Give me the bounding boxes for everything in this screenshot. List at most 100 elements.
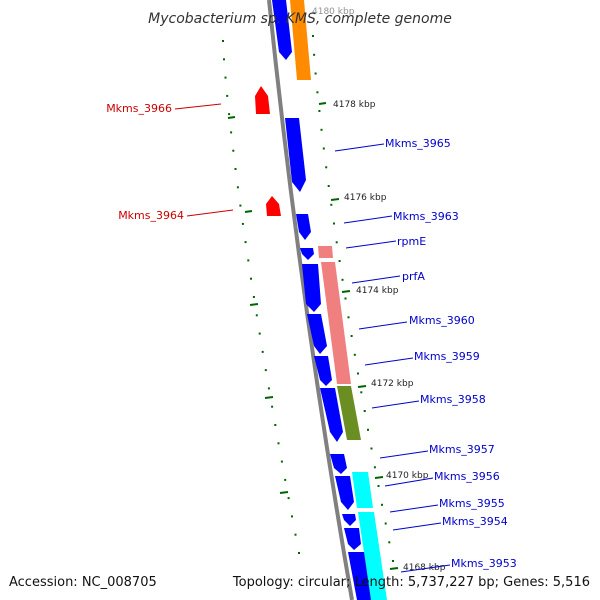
guide-dot <box>312 35 314 37</box>
leader-line <box>392 522 442 531</box>
guide-dot <box>291 515 293 518</box>
guide-dot <box>244 241 247 244</box>
leader-line <box>364 357 414 366</box>
tick-mark <box>264 396 274 399</box>
tick-label-4178: 4178 kbp <box>333 100 376 110</box>
cds-arrow <box>348 552 371 600</box>
gene-label-mkms-3955: Mkms_3955 <box>439 497 505 510</box>
gene-label-mkms-3958: Mkms_3958 <box>420 393 486 406</box>
guide-dot <box>280 460 283 463</box>
tick-mark <box>374 476 384 479</box>
gene-band-cyan-b <box>358 512 387 600</box>
guide-dot <box>363 410 366 412</box>
gene-label-mkms-3954: Mkms_3954 <box>442 515 508 528</box>
guide-dot <box>325 166 328 169</box>
guide-dot <box>360 391 363 394</box>
cds-arrow <box>307 314 327 354</box>
guide-dot <box>384 522 387 525</box>
guide-dot <box>294 533 297 536</box>
gene-label-mkms-3960: Mkms_3960 <box>409 314 475 327</box>
guide-dot <box>232 149 235 152</box>
tick-mark <box>244 210 253 213</box>
cds-arrow <box>330 454 347 474</box>
cds-arrow <box>266 196 281 216</box>
guide-dot <box>333 222 335 225</box>
leader-line <box>384 477 434 487</box>
tick-label-4172: 4172 kbp <box>371 379 414 389</box>
gene-label-mkms-3957: Mkms_3957 <box>429 443 495 456</box>
cds-arrow <box>320 388 343 442</box>
guide-dot <box>330 203 333 206</box>
cds-arrow <box>272 0 292 60</box>
guide-dot <box>392 560 394 562</box>
gene-band-pink-a <box>318 246 333 258</box>
forward-cds-track <box>272 0 371 600</box>
guide-dot <box>228 113 231 116</box>
guide-dot <box>247 259 250 262</box>
guide-dot <box>353 353 356 356</box>
cds-arrow <box>285 118 306 192</box>
leader-line <box>334 143 385 152</box>
tick-labels: 4180 kbp 4178 kbp 4176 kbp 4174 kbp 4172… <box>312 7 446 573</box>
gene-band-orange <box>290 0 311 80</box>
tick-mark <box>341 290 351 293</box>
guide-dot <box>241 222 244 225</box>
gene-band-cyan-a <box>352 472 373 508</box>
guide-dot <box>388 541 391 544</box>
guide-dot <box>322 147 325 150</box>
leader-line <box>371 400 420 409</box>
tick-mark <box>389 567 399 570</box>
gene-labels: Mkms_3966 Mkms_3964 Mkms_3965 Mkms_3963 … <box>106 102 517 570</box>
guide-dot <box>357 372 359 375</box>
tick-marks <box>227 102 399 570</box>
gene-label-mkms-3953: Mkms_3953 <box>451 557 517 570</box>
guide-dot <box>350 335 353 337</box>
gene-band-pink-b <box>321 262 351 384</box>
label-leaders <box>174 103 451 573</box>
guide-dot <box>223 58 225 61</box>
guide-dot <box>239 204 242 207</box>
guide-dot <box>267 387 270 390</box>
tick-label-4174: 4174 kbp <box>356 286 399 296</box>
tick-mark <box>279 491 289 494</box>
leader-line <box>174 103 222 110</box>
leader-line <box>351 275 401 284</box>
gene-label-mkms-3956: Mkms_3956 <box>434 470 500 483</box>
cds-arrow <box>255 86 270 114</box>
guide-dot <box>255 314 258 317</box>
gene-label-mkms-3959: Mkms_3959 <box>414 350 480 363</box>
leader-line <box>345 240 397 249</box>
cds-arrow <box>314 356 332 386</box>
accession-text: Accession: NC_008705 <box>9 575 157 590</box>
guide-dot <box>274 424 277 426</box>
guide-dot <box>377 485 380 487</box>
guide-dot <box>224 76 227 79</box>
leader-line <box>379 450 429 459</box>
tick-mark <box>318 102 327 105</box>
guide-dot <box>258 332 261 335</box>
tick-label-4168: 4168 kbp <box>403 563 446 573</box>
guide-dot <box>226 94 229 97</box>
guide-dot <box>314 72 317 75</box>
guide-dot <box>277 442 280 445</box>
guide-dot <box>344 297 347 300</box>
gene-band-olive <box>337 386 361 440</box>
tick-mark <box>357 385 367 388</box>
tick-label-4170: 4170 kbp <box>386 471 429 481</box>
leader-line <box>358 321 408 330</box>
gene-label-mkms-3964: Mkms_3964 <box>118 209 184 222</box>
guide-dot <box>313 53 316 56</box>
guide-dot <box>320 128 323 131</box>
guide-dot <box>298 552 300 554</box>
guide-dot <box>250 277 252 280</box>
reverse-cds-track <box>255 86 281 216</box>
cds-arrow <box>302 264 321 312</box>
gene-label-mkms-3963: Mkms_3963 <box>393 210 459 223</box>
cds-arrow <box>296 214 311 240</box>
leader-line <box>186 209 234 217</box>
guide-dot <box>236 186 239 189</box>
guide-dot <box>373 466 376 469</box>
gene-label-prfa: prfA <box>402 270 425 283</box>
genome-backbone <box>267 0 354 600</box>
